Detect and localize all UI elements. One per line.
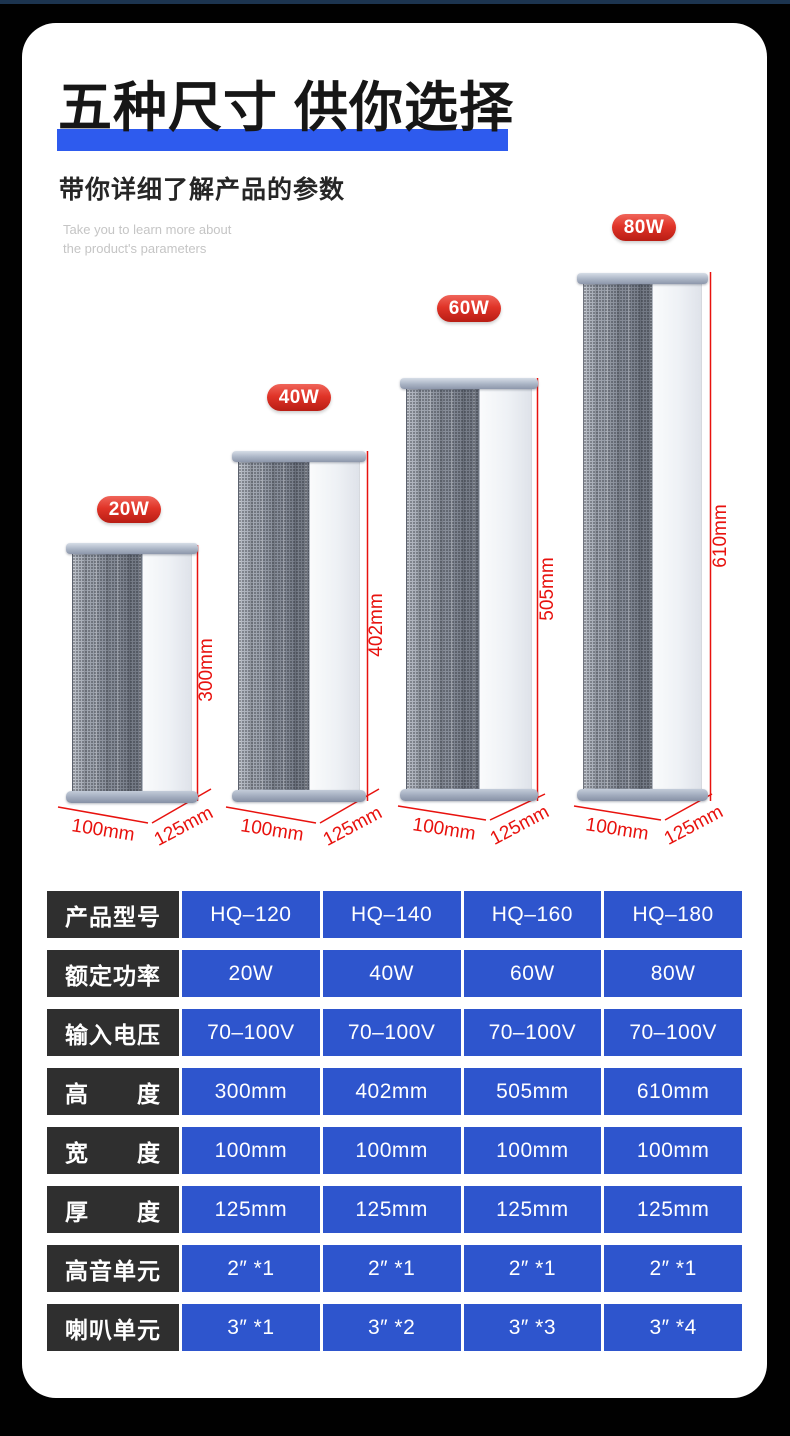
table-row-depth: 厚 度 125mm 125mm 125mm 125mm: [47, 1186, 742, 1233]
table-cell: HQ–180: [604, 891, 742, 938]
table-cell: 80W: [604, 950, 742, 997]
speaker-top-cap: [66, 543, 198, 554]
table-row-width: 宽 度 100mm 100mm 100mm 100mm: [47, 1127, 742, 1174]
row-header: 宽 度: [47, 1127, 179, 1174]
table-cell: 60W: [463, 950, 602, 997]
speaker-grille: [583, 281, 653, 793]
english-note-line1: Take you to learn more about: [63, 222, 232, 237]
speaker-grille: [238, 459, 309, 794]
speaker-top-cap: [232, 451, 366, 462]
row-header: 高 度: [47, 1068, 179, 1115]
table-cell: 100mm: [604, 1127, 742, 1174]
speaker-grille: [406, 386, 480, 793]
table-cell: 125mm: [604, 1186, 742, 1233]
table-cell: 125mm: [322, 1186, 461, 1233]
power-badge-60w: 60W: [437, 295, 501, 322]
row-header: 喇叭单元: [47, 1304, 179, 1351]
english-note: Take you to learn more about the product…: [63, 221, 231, 259]
speaker-bottom-cap: [577, 789, 708, 801]
spec-table: 产品型号 HQ–120 HQ–140 HQ–160 HQ–180 额定功率 20…: [47, 891, 742, 1363]
table-cell: 3″ *1: [182, 1304, 320, 1351]
english-note-line2: the product's parameters: [63, 240, 207, 256]
table-cell: HQ–160: [463, 891, 602, 938]
speaker-grille: [72, 551, 142, 795]
speaker-side-panel: [308, 459, 360, 794]
table-cell: 125mm: [463, 1186, 602, 1233]
table-cell: 300mm: [182, 1068, 320, 1115]
power-badge-40w: 40W: [267, 384, 331, 411]
table-cell: 402mm: [322, 1068, 461, 1115]
row-header: 厚 度: [47, 1186, 179, 1233]
table-cell: 100mm: [322, 1127, 461, 1174]
table-cell: 505mm: [463, 1068, 602, 1115]
table-cell: 100mm: [182, 1127, 320, 1174]
table-cell: 2″ *1: [463, 1245, 602, 1292]
power-badge-20w: 20W: [97, 496, 161, 523]
speaker-side-panel: [652, 281, 702, 793]
speaker-bottom-cap: [232, 790, 366, 802]
speaker-bottom-cap: [66, 791, 198, 803]
row-header: 产品型号: [47, 891, 179, 938]
table-row-height: 高 度 300mm 402mm 505mm 610mm: [47, 1068, 742, 1115]
height-dimension-label: 402mm: [366, 593, 387, 657]
table-row-woofer: 喇叭单元 3″ *1 3″ *2 3″ *3 3″ *4: [47, 1304, 742, 1351]
speaker-60w: [400, 378, 538, 801]
row-header: 高音单元: [47, 1245, 179, 1292]
height-dimension-label: 300mm: [196, 638, 217, 702]
speaker-bottom-cap: [400, 789, 538, 801]
table-row-power: 额定功率 20W 40W 60W 80W: [47, 950, 742, 997]
page-title: 五种尺寸 供你选择: [58, 78, 515, 138]
height-dimension-label: 610mm: [710, 504, 731, 568]
speaker-top-cap: [577, 273, 708, 284]
top-accent-strip: [0, 0, 790, 4]
title-highlight-bar: [57, 129, 508, 151]
table-cell: 2″ *1: [322, 1245, 461, 1292]
speaker-top-cap: [400, 378, 538, 389]
table-row-tweeter: 高音单元 2″ *1 2″ *1 2″ *1 2″ *1: [47, 1245, 742, 1292]
table-cell: 70–100V: [463, 1009, 602, 1056]
table-cell: 3″ *4: [604, 1304, 742, 1351]
table-cell: 100mm: [463, 1127, 602, 1174]
row-header: 输入电压: [47, 1009, 179, 1056]
table-cell: 70–100V: [604, 1009, 742, 1056]
table-row-voltage: 输入电压 70–100V 70–100V 70–100V 70–100V: [47, 1009, 742, 1056]
speaker-80w: [577, 273, 708, 801]
speaker-20w: [66, 543, 198, 803]
table-cell: HQ–140: [322, 891, 461, 938]
speaker-40w: [232, 451, 366, 802]
speaker-side-panel: [479, 386, 532, 793]
table-cell: HQ–120: [182, 891, 320, 938]
table-cell: 70–100V: [182, 1009, 320, 1056]
table-cell: 40W: [322, 950, 461, 997]
table-cell: 2″ *1: [182, 1245, 320, 1292]
table-cell: 3″ *2: [322, 1304, 461, 1351]
table-cell: 2″ *1: [604, 1245, 742, 1292]
table-cell: 20W: [182, 950, 320, 997]
table-cell: 610mm: [604, 1068, 742, 1115]
table-cell: 3″ *3: [463, 1304, 602, 1351]
row-header: 额定功率: [47, 950, 179, 997]
speaker-side-panel: [141, 551, 192, 795]
power-badge-80w: 80W: [612, 214, 676, 241]
table-cell: 70–100V: [322, 1009, 461, 1056]
table-row-model: 产品型号 HQ–120 HQ–140 HQ–160 HQ–180: [47, 891, 742, 938]
height-dimension-label: 505mm: [537, 557, 558, 621]
table-cell: 125mm: [182, 1186, 320, 1233]
page-subtitle: 带你详细了解产品的参数: [59, 176, 346, 204]
